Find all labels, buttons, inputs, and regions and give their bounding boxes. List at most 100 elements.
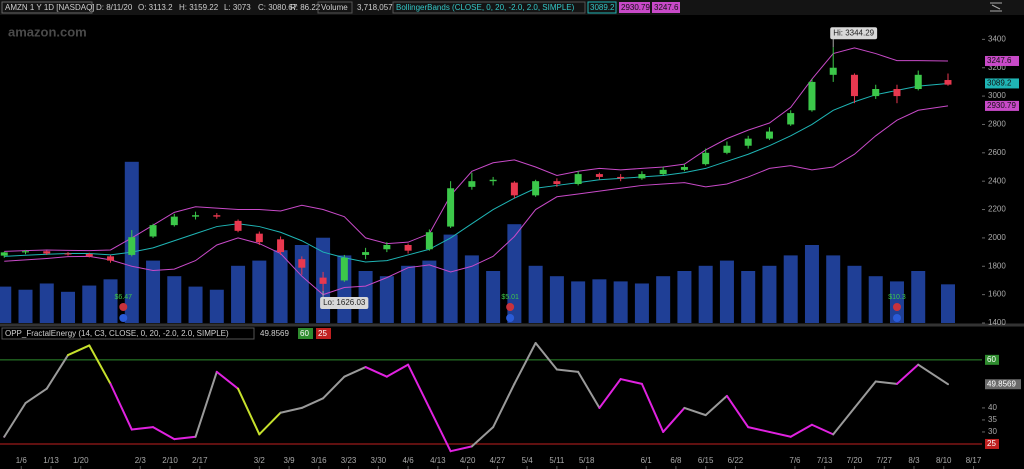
- volume-bar: [252, 260, 267, 323]
- fe-segment: [237, 387, 261, 436]
- volume-bar: [61, 291, 76, 323]
- last-value-label: 49.8569: [987, 379, 1016, 388]
- study-box[interactable]: [392, 1, 586, 14]
- fe-title-box[interactable]: [1, 327, 255, 340]
- volume-bar: [783, 255, 798, 323]
- candle-body: [213, 215, 221, 217]
- fe-segment: [152, 426, 176, 441]
- x-tick-label: 4/13: [430, 456, 446, 465]
- x-tick-label: 7/13: [817, 456, 833, 465]
- candle-body: [617, 176, 625, 179]
- x-tick-label: 8/17: [966, 456, 982, 465]
- y-tick-label: 3200: [988, 63, 1006, 72]
- volume-bar: [167, 276, 182, 323]
- fe-segment: [662, 406, 686, 433]
- candle-body: [723, 145, 731, 153]
- symbol-box[interactable]: [1, 1, 93, 14]
- volume-bar: [146, 260, 161, 323]
- volume-bar: [613, 281, 628, 323]
- fe-segment: [343, 366, 367, 378]
- x-tick-label: 6/8: [670, 456, 682, 465]
- candle-body: [319, 277, 327, 284]
- fe-segment: [3, 402, 27, 438]
- x-tick-label: 5/4: [522, 456, 534, 465]
- x-tick-label: 2/10: [162, 456, 178, 465]
- annotation-box: [320, 296, 369, 309]
- fe-segment: [895, 363, 920, 385]
- candle-body: [787, 113, 795, 125]
- volume-bar: [592, 279, 607, 323]
- price-marker-box: [985, 55, 1019, 66]
- fe-segment: [428, 406, 452, 453]
- fe-segment: [853, 380, 877, 409]
- fe-segment: [24, 387, 48, 405]
- volume-label: Volume: [321, 3, 348, 12]
- fe-segment: [88, 344, 112, 385]
- fe-segment: [534, 342, 558, 371]
- fe-segment: [322, 375, 346, 400]
- x-tick-label: 3/9: [284, 456, 296, 465]
- candle-body: [489, 179, 497, 182]
- volume-bar: [39, 283, 54, 323]
- candle-body: [149, 225, 157, 237]
- volume-bar: [911, 271, 926, 323]
- y-tick-label: 30: [988, 427, 997, 436]
- fe-segment: [385, 363, 410, 378]
- x-tick-label: 8/10: [936, 456, 952, 465]
- volume-bar: [634, 283, 649, 323]
- x-tick-label: 7/6: [789, 456, 801, 465]
- price-marker-box: [985, 100, 1019, 111]
- volume-value: 3,718,057: [357, 3, 393, 12]
- band-lower-value: 2930.79: [621, 3, 650, 12]
- level-header-label: 25: [318, 329, 327, 338]
- earnings-icon: [119, 303, 128, 311]
- x-tick-label: 7/27: [876, 456, 892, 465]
- volume-box[interactable]: [317, 1, 353, 14]
- level-header-label: 60: [300, 329, 309, 338]
- candle-body: [638, 174, 646, 179]
- candle-body: [744, 138, 752, 146]
- x-tick-label: 3/16: [311, 456, 327, 465]
- candle-body: [914, 74, 922, 89]
- volume-bar: [401, 265, 416, 323]
- candle-body: [808, 81, 816, 111]
- x-tick-label: 5/11: [549, 456, 565, 465]
- candle-body: [85, 253, 93, 257]
- x-tick-label: 6/15: [698, 456, 714, 465]
- volume-bar: [677, 271, 692, 323]
- annotation-label: Hi: 3344.29: [833, 28, 874, 37]
- y-tick-label: 1600: [988, 290, 1006, 299]
- expand-icon[interactable]: [990, 2, 1002, 12]
- x-tick-label: 1/13: [43, 456, 59, 465]
- candle-body: [192, 215, 200, 217]
- annotation-box: [830, 27, 878, 40]
- level-box: [985, 438, 999, 449]
- price-marker-box: [985, 78, 1019, 89]
- candle-body: [404, 245, 412, 251]
- band-value-box: [652, 2, 680, 13]
- candle-body: [468, 181, 476, 187]
- candle-body: [298, 259, 306, 268]
- fe-segment: [215, 370, 240, 390]
- candle-body: [425, 232, 433, 250]
- volume-bar: [868, 276, 883, 323]
- x-tick-label: 3/23: [341, 456, 357, 465]
- x-tick-label: 6/1: [641, 456, 653, 465]
- bollinger-band: [4, 82, 949, 263]
- candle-body: [510, 182, 518, 196]
- dividend-icon: [506, 314, 515, 322]
- fe-segment: [874, 380, 898, 385]
- volume-bar: [443, 234, 458, 323]
- candle-body: [595, 174, 603, 177]
- annotation-label: Lo: 1626.03: [323, 298, 366, 307]
- candle-body: [277, 239, 285, 253]
- quote-close: C: 3080.67: [258, 3, 298, 12]
- volume-bar: [82, 285, 97, 323]
- dividend-icon: [119, 314, 128, 322]
- bollinger-band: [4, 47, 948, 252]
- volume-bar: [762, 265, 777, 323]
- study-label: BollingerBands (CLOSE, 0, 20, -2.0, 2.0,…: [396, 3, 575, 12]
- x-tick-label: 1/6: [16, 456, 28, 465]
- fe-segment: [768, 430, 792, 438]
- bollinger-band: [4, 105, 949, 296]
